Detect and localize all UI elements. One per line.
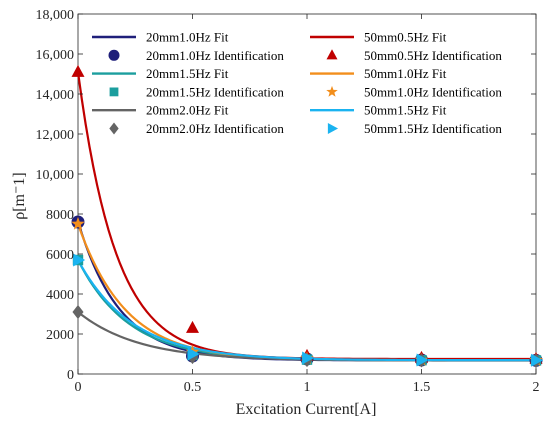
y-tick-label: 0 [67, 368, 74, 383]
legend-label: 50mm1.5Hz Fit [364, 103, 447, 118]
fit-line [76, 221, 536, 362]
legend-marker [327, 123, 339, 134]
legend-label: 50mm0.5Hz Fit [364, 30, 447, 45]
x-axis: 0 0.5 1 1.5 2 [75, 14, 540, 395]
legend-label: 50mm1.0Hz Fit [364, 66, 447, 81]
data-point [71, 216, 85, 230]
legend-marker [108, 49, 120, 61]
legend: 20mm1.0Hz Fit 20mm1.0Hz Identification 50m… [92, 30, 502, 136]
legend-label: 50mm1.0Hz Identification [364, 84, 502, 99]
y-tick-label: 4000 [46, 288, 74, 303]
y-tick-label: 6000 [46, 248, 74, 263]
y-tick-label: 8000 [46, 208, 74, 223]
legend-label: 20mm2.0Hz Fit [146, 103, 229, 118]
data-point [302, 351, 315, 365]
y-axis-label: ρ[m⁻1] [11, 172, 28, 220]
legend-label: 20mm2.0Hz Identification [146, 121, 284, 136]
x-axis-label: Excitation Current[A] [236, 401, 377, 418]
y-tick-label: 12,000 [36, 128, 75, 143]
x-tick-label: 0.5 [184, 380, 202, 395]
y-tick-label: 18,000 [36, 8, 75, 23]
legend-marker [109, 122, 119, 135]
fit-line [76, 223, 536, 362]
x-tick-label: 1 [304, 380, 311, 395]
data-point [531, 353, 544, 367]
data-point [186, 320, 199, 333]
legend-marker [326, 85, 338, 97]
legend-marker [109, 87, 119, 97]
y-tick-label: 10,000 [36, 168, 75, 183]
data-point [187, 347, 200, 361]
legend-label: 20mm1.5Hz Fit [146, 66, 229, 81]
legend-label: 50mm0.5Hz Identification [364, 48, 502, 63]
x-tick-label: 0 [75, 380, 82, 395]
legend-label: 20mm1.0Hz Fit [146, 30, 229, 45]
y-tick-label: 2000 [46, 328, 74, 343]
y-tick-label: 14,000 [36, 88, 75, 103]
plot-area [71, 13, 544, 375]
data-point [71, 64, 85, 77]
legend-label: 20mm1.5Hz Identification [146, 84, 284, 99]
data-point [73, 253, 86, 267]
data-point [416, 353, 429, 367]
y-axis: 0 2000 4000 6000 8000 10,000 12,000 14,000 16,00… [36, 8, 536, 383]
x-tick-label: 1.5 [413, 380, 431, 395]
legend-marker [326, 49, 338, 60]
x-tick-label: 2 [533, 380, 540, 395]
legend-label: 50mm1.5Hz Identification [364, 121, 502, 136]
y-tick-label: 16,000 [36, 48, 75, 63]
data-point [72, 304, 84, 320]
legend-label: 20mm1.0Hz Identification [146, 48, 284, 63]
